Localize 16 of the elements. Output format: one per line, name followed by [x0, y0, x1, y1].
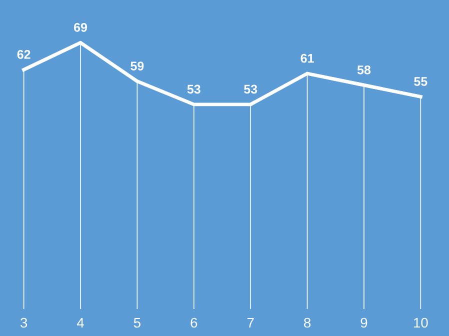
data-label: 53 [244, 84, 258, 94]
x-tick-label: 5 [134, 318, 140, 328]
data-label: 58 [357, 65, 371, 74]
data-label: 53 [187, 84, 200, 94]
x-tick-label: 9 [360, 318, 368, 328]
x-tick-label: 3 [20, 318, 28, 328]
x-tick-label: 7 [247, 318, 254, 328]
x-tick-label: 6 [190, 318, 198, 328]
data-label: 69 [74, 22, 87, 32]
data-label: 61 [300, 54, 314, 63]
x-tick-label: 8 [304, 318, 311, 328]
data-label: 55 [414, 77, 428, 86]
data-label: 62 [17, 50, 30, 59]
x-tick-label: 10 [414, 318, 428, 328]
x-tick-label: 4 [76, 318, 84, 328]
data-label: 59 [130, 62, 144, 70]
